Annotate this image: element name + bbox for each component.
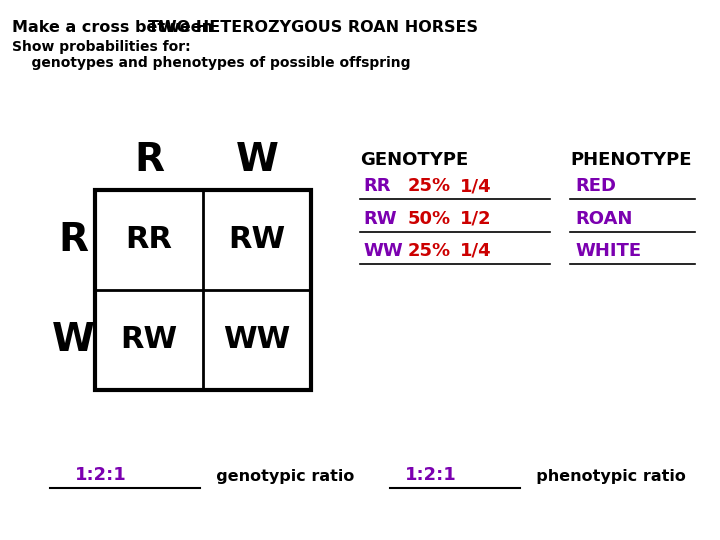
Text: 1/4: 1/4 <box>460 177 492 195</box>
Text: WW: WW <box>363 242 402 260</box>
Text: ROAN: ROAN <box>575 210 632 227</box>
Text: 1:2:1: 1:2:1 <box>75 466 127 484</box>
Text: 25%: 25% <box>408 177 451 195</box>
Text: R: R <box>58 221 88 259</box>
Text: RED: RED <box>575 177 616 195</box>
Text: W: W <box>235 141 279 179</box>
Text: 1/4: 1/4 <box>460 242 492 260</box>
Text: WW: WW <box>223 326 291 354</box>
Text: W: W <box>52 321 94 359</box>
Text: TWO HETEROZYGOUS ROAN HORSES: TWO HETEROZYGOUS ROAN HORSES <box>148 20 478 35</box>
Text: phenotypic ratio: phenotypic ratio <box>525 469 686 484</box>
Text: RW: RW <box>120 326 178 354</box>
Text: WHITE: WHITE <box>575 242 641 260</box>
Text: PHENOTYPE: PHENOTYPE <box>570 151 691 169</box>
Text: Show probabilities for:: Show probabilities for: <box>12 40 191 54</box>
Text: RR: RR <box>125 226 173 254</box>
Text: 1/2: 1/2 <box>460 210 492 227</box>
Text: 25%: 25% <box>408 242 451 260</box>
Text: RW: RW <box>228 226 286 254</box>
Text: GENOTYPE: GENOTYPE <box>360 151 468 169</box>
Bar <box>95 190 311 390</box>
Text: R: R <box>134 141 164 179</box>
Text: RW: RW <box>363 210 397 227</box>
Text: Make a cross between: Make a cross between <box>12 20 225 35</box>
Text: 1:2:1: 1:2:1 <box>405 466 456 484</box>
Text: genotypic ratio: genotypic ratio <box>205 469 354 484</box>
Text: RR: RR <box>363 177 390 195</box>
Text: 50%: 50% <box>408 210 451 227</box>
Text: genotypes and phenotypes of possible offspring: genotypes and phenotypes of possible off… <box>12 56 410 70</box>
